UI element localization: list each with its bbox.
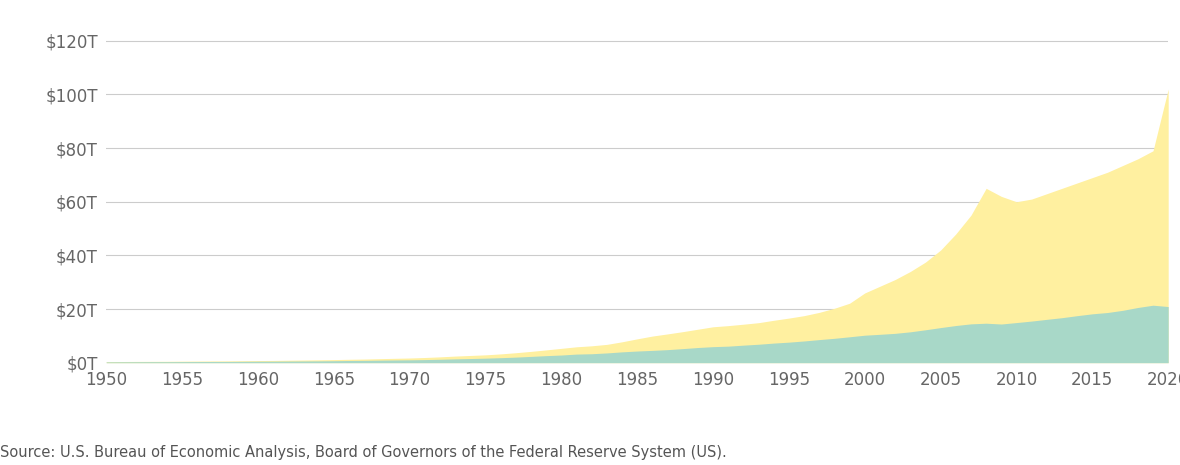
Text: Source: U.S. Bureau of Economic Analysis, Board of Governors of the Federal Rese: Source: U.S. Bureau of Economic Analysis… — [0, 445, 727, 460]
